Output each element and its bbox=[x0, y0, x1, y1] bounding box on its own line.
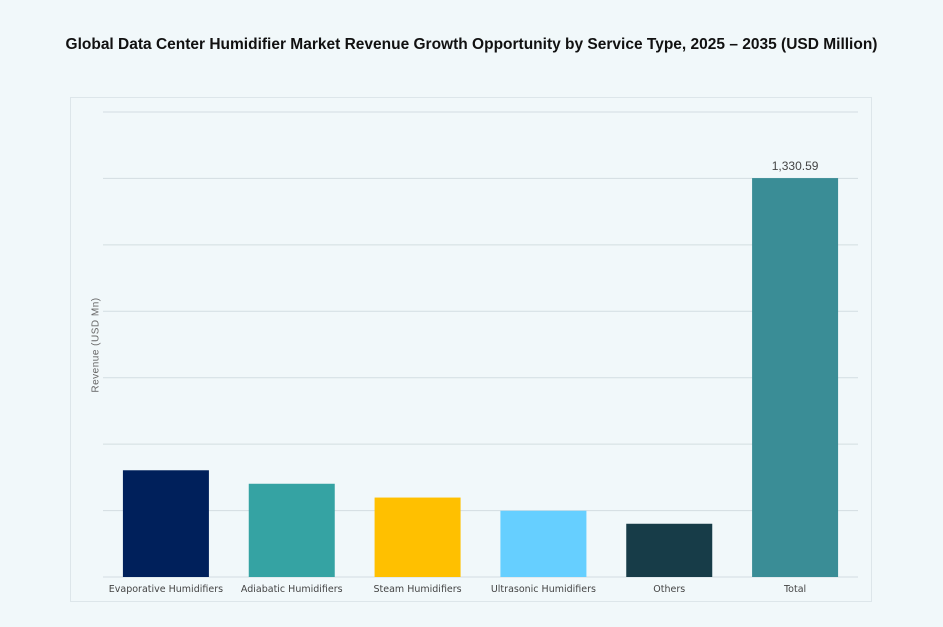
bar bbox=[374, 497, 461, 577]
bar bbox=[500, 510, 587, 577]
chart-title: Global Data Center Humidifier Market Rev… bbox=[65, 36, 878, 53]
chart-frame bbox=[70, 97, 872, 602]
data-label: 1,330.59 bbox=[772, 159, 819, 173]
x-tick-label: Others bbox=[653, 584, 685, 595]
bar bbox=[752, 178, 839, 577]
x-tick-label: Steam Humidifiers bbox=[374, 584, 462, 595]
x-tick-label: Ultrasonic Humidifiers bbox=[491, 584, 596, 595]
x-tick-label: Total bbox=[783, 584, 806, 595]
bar bbox=[626, 523, 713, 577]
bar bbox=[248, 483, 335, 577]
x-tick-label: Evaporative Humidifiers bbox=[109, 584, 223, 595]
bar bbox=[122, 470, 209, 577]
x-tick-label: Adiabatic Humidifiers bbox=[241, 584, 343, 595]
